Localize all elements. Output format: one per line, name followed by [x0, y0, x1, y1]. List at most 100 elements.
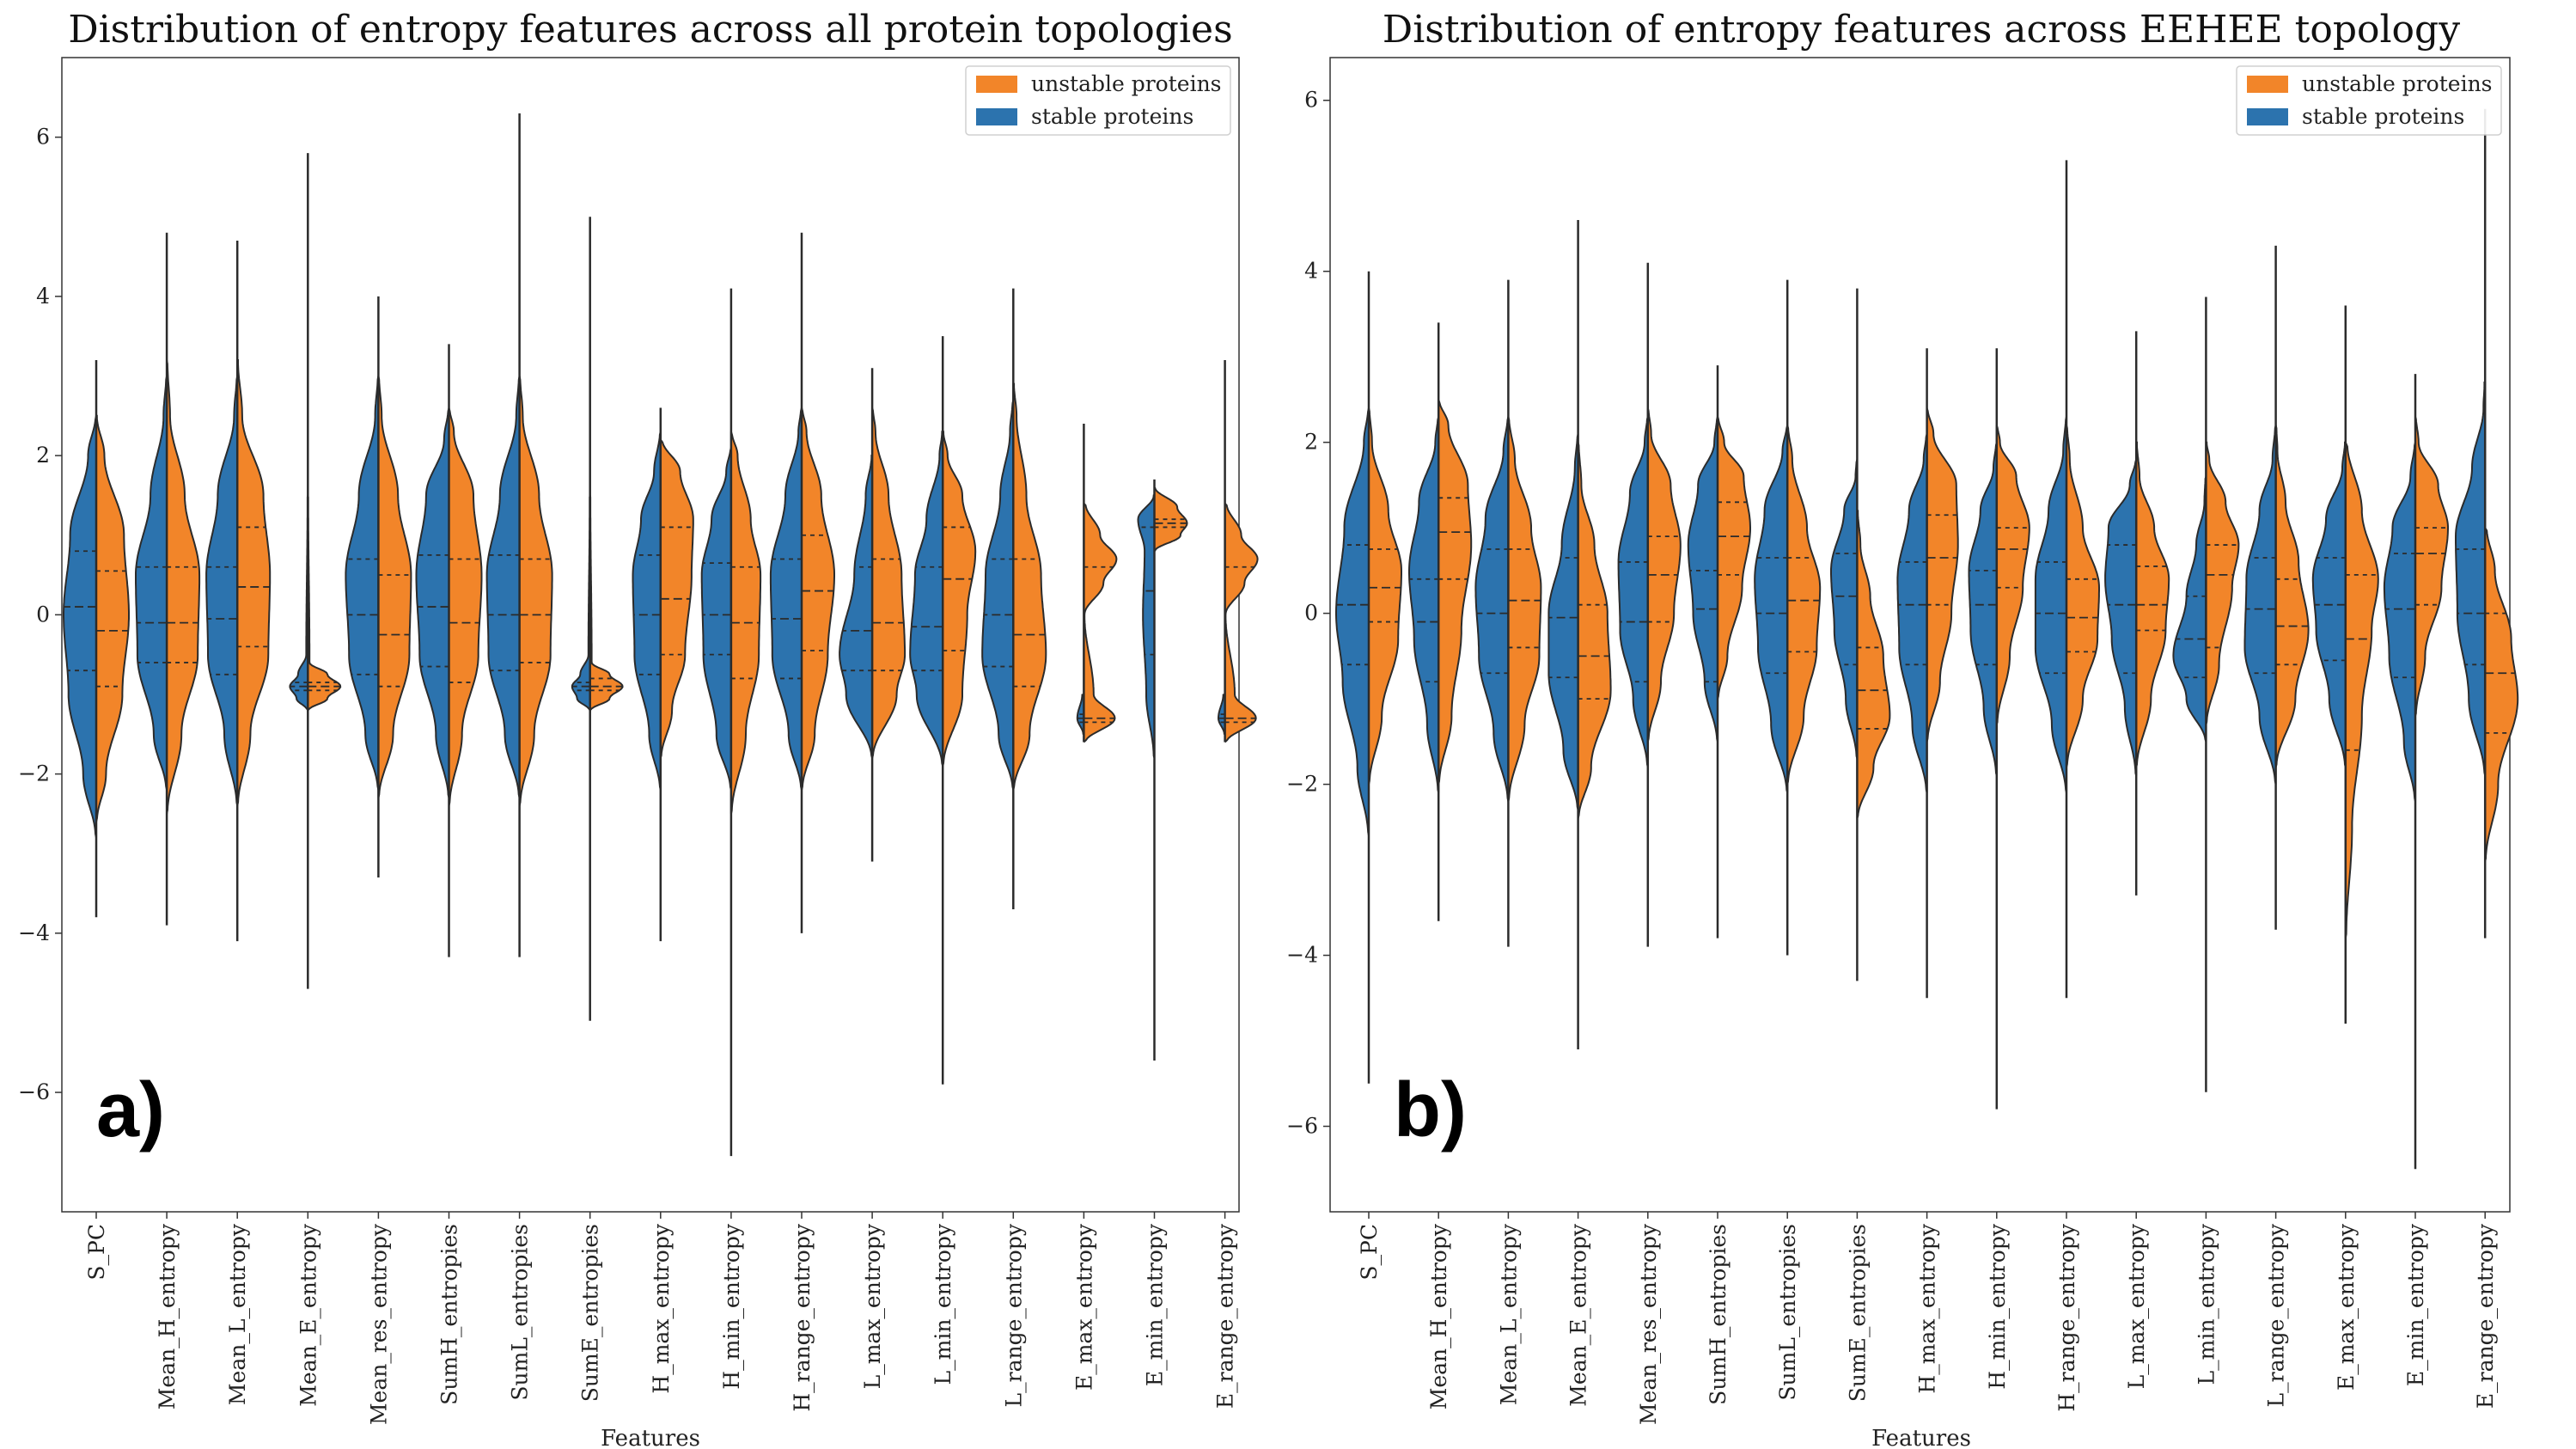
legend-label-stable: stable proteins — [1031, 104, 1193, 129]
x-tick-label: H_max_entropy — [1915, 1223, 1940, 1393]
violins — [1335, 108, 2519, 1170]
violin-half-stable — [63, 415, 97, 838]
violin-L_max_entropy — [2104, 331, 2170, 896]
violin-half-unstable — [95, 414, 130, 822]
violin-S_PC — [63, 359, 130, 918]
violin-half-stable — [345, 376, 380, 791]
x-tick-label: L_min_entropy — [931, 1223, 955, 1385]
y-tick-label: 4 — [36, 284, 50, 309]
x-tick-label: L_max_entropy — [860, 1223, 885, 1389]
x-tick-label: Mean_L_entropy — [1496, 1223, 1521, 1405]
violin-Mean_res_entropy — [1617, 262, 1682, 947]
x-tick-label: H_range_entropy — [2054, 1223, 2079, 1412]
violin-half-unstable — [2344, 442, 2379, 938]
x-tick-label: SumE_entropies — [578, 1224, 603, 1402]
x-tick-label: SumH_entropies — [437, 1224, 462, 1405]
violin-half-unstable — [1786, 425, 1822, 785]
x-tick-label: SumH_entropies — [1706, 1224, 1731, 1405]
violin-E_max_entropy — [2311, 305, 2379, 1024]
violin-SumL_entropies — [485, 113, 553, 957]
violin-H_range_entropy — [769, 232, 835, 933]
violins — [63, 113, 1259, 1157]
violin-half-stable — [700, 447, 732, 791]
legend-swatch-stable — [976, 108, 1017, 125]
violin-half-stable — [2034, 416, 2067, 793]
violin-half-unstable — [801, 407, 835, 791]
violin-half-unstable — [1577, 442, 1612, 819]
x-tick-label: H_max_entropy — [649, 1223, 674, 1393]
violin-half-stable — [1896, 433, 1928, 793]
x-tick-label: S_PC — [84, 1224, 109, 1281]
legend-label-stable: stable proteins — [2302, 104, 2464, 129]
violin-half-unstable — [1995, 425, 2030, 725]
violin-half-stable — [839, 455, 874, 759]
violin-half-stable — [1754, 425, 1789, 793]
violin-E_min_entropy — [2383, 374, 2449, 1170]
violin-half-stable — [485, 376, 521, 798]
violin-S_PC — [1335, 271, 1402, 1084]
violin-H_range_entropy — [2034, 160, 2100, 999]
violin-half-unstable — [1012, 382, 1047, 791]
y-tick-label: 2 — [1304, 430, 1318, 455]
violin-L_min_entropy — [2172, 297, 2240, 1092]
violin-half-stable — [1408, 416, 1440, 793]
violin-half-stable — [1830, 459, 1859, 759]
violin-half-stable — [1687, 416, 1718, 743]
violin-half-stable — [1968, 442, 1998, 776]
violin-E_range_entropy — [1218, 359, 1259, 743]
x-tick-label: Mean_E_entropy — [296, 1223, 320, 1407]
chart-title: Distribution of entropy features across … — [1383, 8, 2460, 52]
chart-panel-a: Distribution of entropy features across … — [18, 8, 1259, 1449]
violin-H_min_entropy — [1968, 348, 2030, 1110]
y-tick-label: 6 — [1304, 88, 1318, 113]
violin-Mean_L_entropy — [1474, 279, 1542, 947]
x-tick-label: Mean_H_entropy — [1426, 1223, 1451, 1409]
x-tick-label: Mean_H_entropy — [155, 1223, 180, 1409]
violin-L_range_entropy — [981, 288, 1047, 910]
y-tick-label: −4 — [1286, 943, 1318, 968]
violin-SumH_entropies — [1687, 365, 1751, 938]
violin-Mean_E_entropy — [289, 153, 342, 989]
legend-box — [2236, 65, 2502, 136]
chart-panel-b: Distribution of entropy features across … — [1286, 8, 2519, 1449]
violin-half-unstable — [871, 407, 906, 759]
legend: unstable proteins stable proteins — [2236, 65, 2502, 136]
violin-half-unstable — [2066, 425, 2100, 767]
legend: unstable proteins stable proteins — [965, 65, 1231, 136]
legend-swatch-unstable — [976, 76, 1017, 93]
violin-half-unstable — [236, 358, 272, 806]
x-tick-label: E_range_entropy — [2473, 1223, 2498, 1409]
y-axis: −6 −4 −2 0 2 4 6 — [18, 125, 62, 1104]
x-tick-label: Mean_res_entropy — [366, 1223, 391, 1425]
y-tick-label: −2 — [18, 761, 50, 786]
violin-SumL_entropies — [1754, 279, 1822, 956]
violin-half-stable — [135, 376, 168, 791]
violin-half-unstable — [2205, 441, 2240, 725]
legend-box — [965, 65, 1231, 136]
violin-half-unstable — [1438, 399, 1473, 785]
panel-label-a: a) — [96, 1067, 165, 1153]
violin-half-stable — [205, 376, 239, 806]
y-tick-label: −4 — [18, 920, 50, 945]
x-tick-label: L_range_entropy — [1001, 1223, 1026, 1407]
x-tick-label: SumE_entropies — [1845, 1224, 1870, 1402]
violin-half-stable — [2104, 459, 2138, 776]
violin-half-unstable — [1926, 407, 1959, 743]
chart-title: Distribution of entropy features across … — [68, 8, 1232, 52]
x-axis: S_PC Mean_H_entropy Mean_L_entropy Mean_E_e… — [1357, 1212, 2498, 1425]
violin-half-stable — [981, 400, 1015, 791]
violin-half-unstable — [377, 376, 412, 798]
legend-swatch-unstable — [2247, 76, 2288, 93]
x-tick-label: E_max_entropy — [2334, 1223, 2359, 1391]
x-tick-label: Mean_E_entropy — [1566, 1223, 1591, 1407]
violin-half-unstable — [166, 359, 201, 815]
violin-half-unstable — [448, 407, 483, 806]
violin-half-unstable — [942, 431, 977, 767]
violin-H_max_entropy — [1896, 348, 1959, 999]
violin-H_max_entropy — [632, 407, 694, 942]
x-tick-label: Mean_res_entropy — [1636, 1223, 1661, 1425]
violin-half-stable — [2383, 442, 2416, 802]
violin-E_max_entropy — [1076, 424, 1118, 743]
violin-half-stable — [2455, 381, 2487, 776]
violin-half-stable — [2243, 425, 2277, 785]
